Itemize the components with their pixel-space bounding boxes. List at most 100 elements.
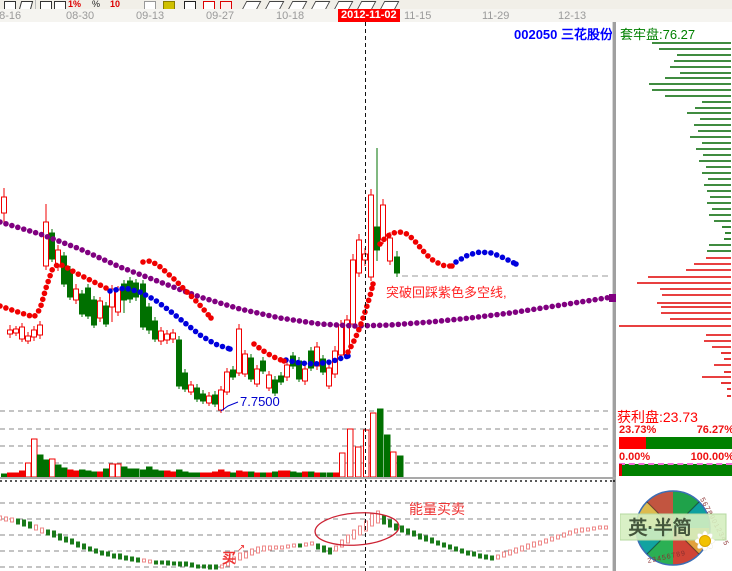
- indicator-dot: [92, 279, 98, 286]
- wave-mark: [502, 551, 506, 558]
- list-icon[interactable]: [220, 1, 232, 9]
- candlestick: [356, 239, 362, 274]
- indicator-dot: [296, 318, 303, 324]
- wave-mark: [226, 561, 230, 567]
- wave-mark: [0, 515, 2, 521]
- indicator-dot: [20, 226, 27, 232]
- indicator-dot: [3, 305, 9, 311]
- flag-icon[interactable]: [287, 1, 308, 9]
- watermark-logo: 56789012345 23456789 英·半简: [620, 490, 730, 566]
- indicator-dot: [70, 268, 76, 274]
- indicator-dot: [96, 254, 102, 261]
- indicator-dot: [131, 287, 137, 294]
- wave-mark: [142, 558, 146, 563]
- percent-icon[interactable]: %: [92, 0, 101, 9]
- candlestick: [67, 269, 73, 298]
- indicator-dot: [47, 272, 53, 279]
- date-tick-label: 08-30: [66, 10, 95, 22]
- range-bar: [619, 464, 732, 476]
- volume-bar: [339, 452, 346, 478]
- chart-svg[interactable]: [0, 22, 615, 571]
- pencil-icon[interactable]: [184, 1, 196, 9]
- volume-bar: [43, 459, 50, 478]
- indicator-dot: [488, 312, 494, 319]
- flag-icon[interactable]: [241, 1, 262, 9]
- indicator-dot: [184, 289, 190, 295]
- cup-icon[interactable]: [144, 1, 156, 9]
- flag-icon[interactable]: [264, 1, 285, 9]
- indicator-dot: [260, 311, 266, 317]
- wave-mark: [208, 564, 212, 570]
- wave-mark: [262, 545, 266, 552]
- window-icon[interactable]: [4, 1, 16, 9]
- candlestick: [7, 329, 13, 335]
- crosshair-date-badge: 2012-11-02: [338, 9, 400, 22]
- candlestick: [140, 283, 146, 328]
- indicator-dot: [251, 341, 257, 347]
- indicator-dot: [140, 259, 146, 265]
- flag-icon[interactable]: [333, 1, 354, 9]
- wave-mark: [544, 538, 548, 544]
- wave-mark: [184, 561, 188, 567]
- candlestick: [350, 259, 356, 325]
- chip-histogram: [619, 42, 731, 397]
- flag-icon[interactable]: [356, 1, 377, 9]
- ten-icon[interactable]: 10: [110, 0, 121, 9]
- toolbar[interactable]: 1% % 10: [0, 0, 732, 9]
- indicator-dot: [598, 295, 604, 302]
- indicator-dot: [175, 280, 182, 287]
- indicator-dot: [549, 303, 556, 310]
- profit-ratio-bar: [619, 437, 732, 449]
- candlestick: [308, 350, 314, 369]
- candlestick: [200, 393, 206, 402]
- indicator-dot: [197, 332, 204, 339]
- wave-mark: [466, 550, 470, 556]
- indicator-dot: [56, 238, 62, 244]
- wave-mark: [418, 533, 422, 540]
- indicator-dot: [444, 317, 451, 324]
- grid-icon[interactable]: [40, 1, 52, 9]
- indicator-dot: [499, 254, 506, 261]
- wave-mark: [412, 530, 416, 537]
- arrow-icon[interactable]: [18, 1, 34, 9]
- indicator-dot: [414, 320, 420, 326]
- indicator-dot: [137, 289, 143, 295]
- indicator-dot: [32, 229, 39, 236]
- candlestick: [212, 394, 218, 405]
- indicator-dot: [403, 231, 410, 237]
- candlestick: [43, 221, 49, 267]
- grid2-icon[interactable]: [54, 1, 66, 9]
- wave-mark: [340, 539, 344, 548]
- wave-mark: [538, 540, 542, 546]
- indicator-dot: [166, 272, 173, 278]
- indicator-dot: [81, 274, 87, 280]
- indicator-dot: [187, 324, 194, 331]
- chart-canvas[interactable]: 002050 三花股份 突破回踩紫色多空线, 7.7500 能量买卖 买 ↗: [0, 22, 615, 571]
- percent1-icon[interactable]: 1%: [68, 0, 82, 9]
- flag-icon[interactable]: [310, 1, 331, 9]
- indicator-dot: [592, 296, 598, 303]
- indicator-dot: [524, 307, 531, 314]
- indicator-dot: [345, 353, 351, 359]
- indicator-dot: [278, 315, 284, 321]
- candlestick: [146, 306, 152, 331]
- candlestick: [73, 288, 79, 301]
- indicator-dot: [449, 263, 455, 269]
- wave-mark: [100, 550, 104, 556]
- indicator-dot: [113, 286, 119, 293]
- wave-mark: [394, 523, 398, 531]
- tool-icon[interactable]: [163, 1, 175, 9]
- addbox-icon[interactable]: [203, 1, 215, 9]
- wave-mark: [436, 540, 440, 546]
- indicator-dot: [130, 269, 137, 275]
- wave-mark: [76, 541, 80, 548]
- volume-bar: [61, 467, 68, 478]
- chip-distribution-panel: 套牢盘:76.27 获利盘:23.73 23.73% 76.27% 0.00% …: [616, 22, 732, 571]
- indicator-dot: [348, 343, 354, 350]
- flag-icon[interactable]: [379, 1, 400, 9]
- indicator-dot: [9, 222, 15, 229]
- indicator-dot: [15, 224, 21, 231]
- trapped-chips-label: 套牢盘:76.27: [620, 27, 696, 42]
- candlestick: [248, 357, 254, 380]
